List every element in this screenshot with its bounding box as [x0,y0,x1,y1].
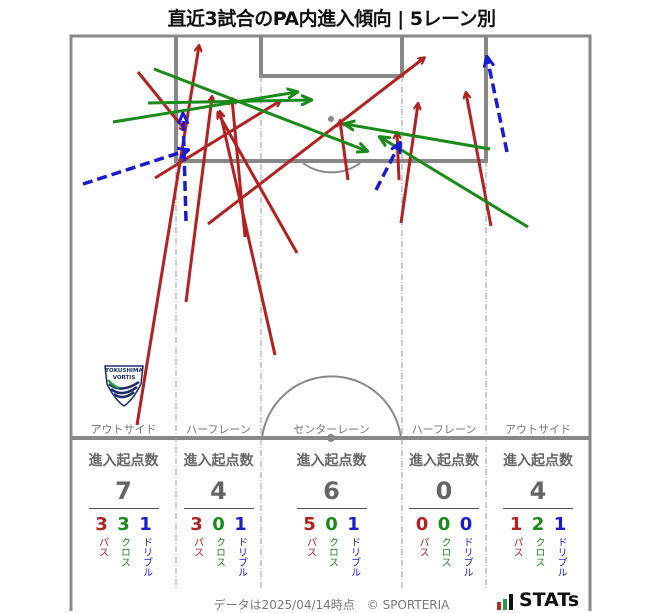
cross-label: クロス [533,537,544,567]
dribble-count: 1 [234,514,247,535]
lane-stats-center: 進入起点数 6 5 パス 0 クロス 1 ドリブル [261,450,402,577]
stat-breakdown: 0 パス 0 クロス 0 ドリブル [402,514,486,578]
stat-divider [503,508,573,509]
stat-total: 0 [435,477,453,505]
pass-arrows [135,46,493,426]
cross-label: クロス [118,537,130,567]
pass-count: 0 [415,514,429,535]
pass-count: 3 [190,514,203,535]
cross-count: 2 [531,514,545,535]
center-spot [327,434,335,442]
lane-label-center: センターレーン [293,423,370,436]
cross-count: 0 [325,514,338,535]
stat-header: 進入起点数 [183,453,254,469]
lane-label-halfspace-left: ハーフレーン [186,423,251,436]
stat-divider [296,508,367,509]
dribble-arrows [82,57,509,222]
penalty-area [174,36,488,163]
pass-count: 3 [95,514,108,535]
team-emblem: TOKUSHIMA VORTIS [103,362,145,412]
stat-total: 4 [529,477,547,505]
center-circle [261,375,402,439]
lane-stats-halfspace-left: 進入起点数 4 3 パス 0 クロス 1 ドリブル [176,450,261,577]
penalty-arc [302,162,361,174]
stat-header: 進入起点数 [409,453,479,469]
goal-area [259,36,404,78]
lane-label-outside-right: アウトサイド [505,423,571,436]
penalty-spot [328,116,334,122]
pass-count: 1 [509,514,523,535]
cross-arrows [112,67,529,229]
stat-total: 7 [115,477,132,505]
footer-note: データは2025/04/14時点 © SPORTERIA [213,598,450,612]
lane-label-halfspace-right: ハーフレーン [411,423,477,436]
dribble-count: 1 [139,514,152,535]
pass-label: パス [417,537,428,557]
logo-bar-green-icon [503,599,507,610]
dribble-count: 1 [347,514,360,535]
chart-title: 直近3試合のPA内進入傾向 | 5レーン別 [167,8,496,30]
stat-divider [183,508,254,509]
pass-count: 5 [303,514,316,535]
pass-label: パス [511,537,522,557]
stat-header: 進入起点数 [503,453,573,469]
stats-logo: STATs [497,590,579,610]
lane-stats-halfspace-right: 進入起点数 0 0 パス 0 クロス 0 ドリブル [402,450,486,577]
pitch-outline [69,34,592,611]
lane-stats-outside-left: 進入起点数 7 3 パス 3 クロス 1 ドリブル [71,450,176,577]
logo-bar-red-icon [497,602,501,610]
cross-count: 0 [212,514,225,535]
cross-count: 3 [117,514,130,535]
stat-breakdown: 3 パス 0 クロス 1 ドリブル [176,514,261,578]
stat-header: 進入起点数 [296,453,367,469]
dribble-label: ドリブル [140,537,152,577]
lane-label-outside-left: アウトサイド [90,423,157,436]
pass-label: パス [191,537,203,557]
cross-label: クロス [213,537,225,567]
stat-breakdown: 5 パス 0 クロス 1 ドリブル [261,514,402,578]
stat-header: 進入起点数 [88,453,159,469]
dribble-label: ドリブル [461,537,472,577]
cross-label: クロス [326,537,338,567]
dribble-label: ドリブル [235,537,247,577]
dribble-label: ドリブル [348,537,360,577]
svg-text:TOKUSHIMA: TOKUSHIMA [105,368,143,374]
stat-divider [88,508,159,509]
stat-breakdown: 1 パス 2 クロス 1 ドリブル [486,514,590,578]
svg-text:VORTIS: VORTIS [113,375,136,381]
dribble-count: 1 [553,514,567,535]
cross-count: 0 [437,514,451,535]
logo-bar-black-icon [509,594,513,610]
pass-label: パス [96,537,108,557]
stat-breakdown: 3 パス 3 クロス 1 ドリブル [71,514,176,578]
logo-text: STATs [519,589,580,611]
lane-dividers [175,76,487,590]
dribble-label: ドリブル [555,537,566,577]
stat-total: 6 [323,477,340,505]
lane-stats-outside-right: 進入起点数 4 1 パス 2 クロス 1 ドリブル [486,450,590,577]
pass-label: パス [304,537,316,557]
dribble-count: 0 [459,514,473,535]
cross-label: クロス [439,537,450,567]
stat-total: 4 [210,477,227,505]
stat-divider [409,508,479,509]
